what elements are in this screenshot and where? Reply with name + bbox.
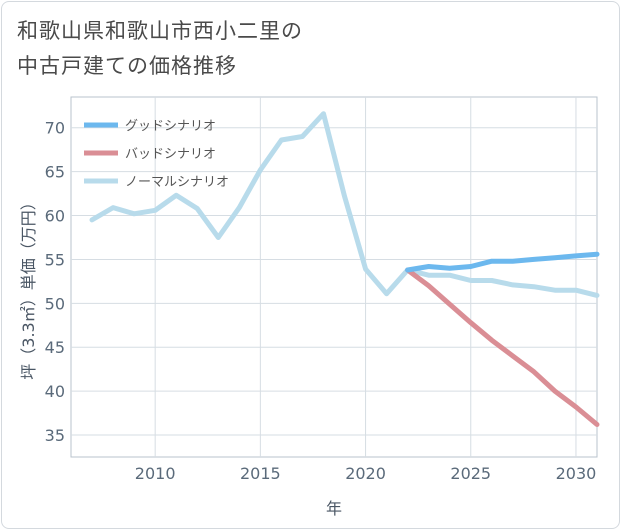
y-tick-label: 35 [45, 426, 65, 445]
series-line-0 [405, 251, 600, 273]
x-tick-label: 2030 [556, 464, 597, 483]
series-lines [89, 111, 600, 427]
x-axis-label: 年 [326, 499, 342, 518]
y-tick-label: 45 [45, 338, 65, 357]
y-tick-label: 70 [45, 119, 65, 138]
y-axis-label: 坪（3.3㎡）単価（万円） [19, 194, 38, 379]
x-tick-label: 2010 [135, 464, 176, 483]
legend-label-1: バッドシナリオ [125, 147, 216, 162]
y-tick-label: 65 [45, 163, 65, 182]
title-line-2: 中古戸建ての価格推移 [17, 54, 237, 78]
y-tick-label: 40 [45, 382, 65, 401]
series-line-1 [405, 267, 600, 427]
legend-label-2: ノーマルシナリオ [125, 175, 229, 190]
x-tick-label: 2015 [240, 464, 281, 483]
y-tick-label: 55 [45, 250, 65, 269]
title-line-1: 和歌山県和歌山市西小二里の [17, 19, 303, 43]
chart-title: 和歌山県和歌山市西小二里の 中古戸建ての価格推移 [17, 14, 303, 84]
legend-label-0: グッドシナリオ [125, 119, 216, 134]
series-line-2 [89, 111, 600, 298]
y-tick-label: 50 [45, 294, 65, 313]
y-tick-label: 60 [45, 207, 65, 226]
x-tick-label: 2020 [345, 464, 386, 483]
x-tick-label: 2025 [450, 464, 491, 483]
tick-labels: 2010 2015 2020 2025 2030 35 40 45 50 55 60 65 70 [45, 119, 597, 483]
